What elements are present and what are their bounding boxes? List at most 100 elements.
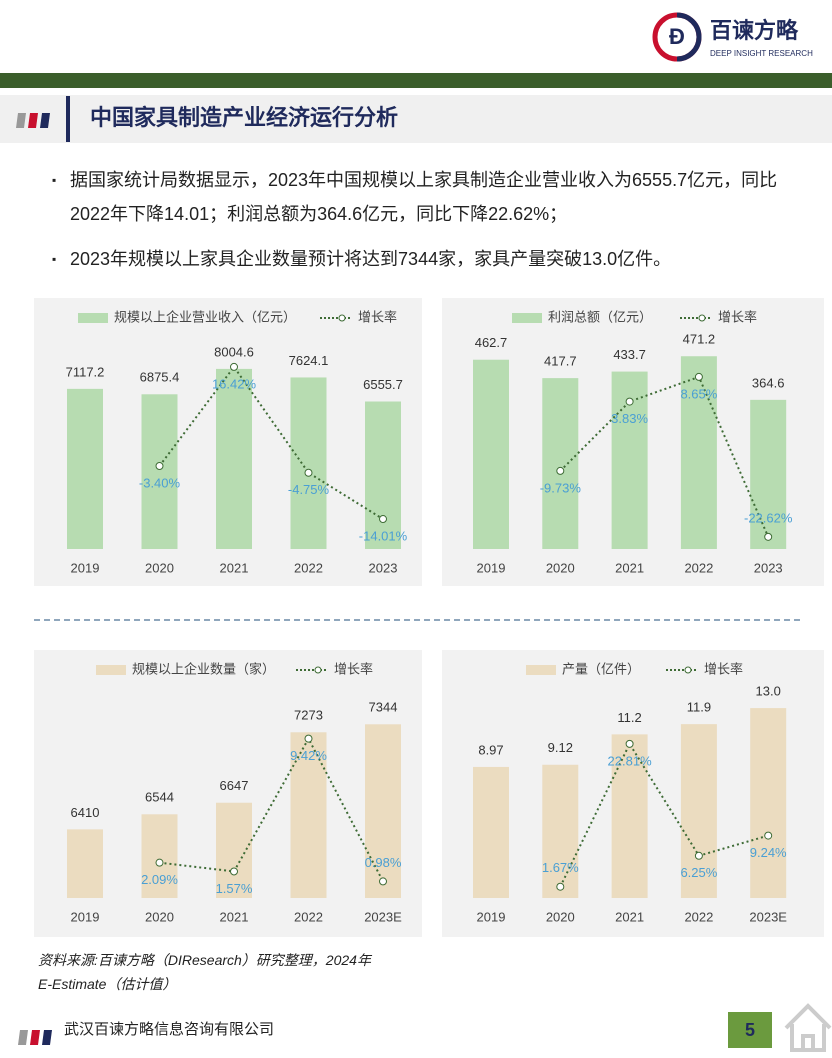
bar-value-label: 6647 — [220, 778, 249, 793]
bar — [365, 401, 401, 549]
title-divider — [66, 96, 70, 142]
x-tick-label: 2022 — [294, 560, 323, 575]
growth-marker — [379, 877, 387, 886]
growth-marker — [230, 867, 238, 876]
brand: 百谏方略 — [710, 18, 799, 43]
legend-swatch — [96, 665, 126, 675]
growth-label: 16.42% — [212, 376, 257, 391]
legend-marker — [314, 666, 322, 674]
legend-marker — [338, 314, 346, 322]
growth-label: 22.81% — [608, 753, 653, 768]
growth-line — [559, 741, 769, 888]
growth-marker — [625, 739, 634, 748]
home-icon[interactable] — [784, 1003, 832, 1052]
legend-swatch — [526, 665, 556, 675]
logo-ring-right — [676, 12, 702, 62]
title-band — [0, 95, 832, 143]
bar-value-label: 7624.1 — [289, 353, 329, 368]
bar — [680, 356, 717, 549]
bar-value-label: 433.7 — [613, 347, 646, 362]
bar — [67, 829, 103, 898]
bar-value-label: 6875.4 — [140, 370, 180, 385]
growth-marker — [155, 462, 164, 470]
bar — [290, 377, 327, 549]
x-tick-label: 2019 — [477, 560, 506, 575]
x-tick-label: 2021 — [615, 909, 644, 924]
x-tick-label: 2020 — [145, 560, 174, 575]
growth-label: 1.57% — [216, 881, 253, 896]
growth-marker — [556, 882, 565, 891]
bar — [141, 814, 178, 898]
section-title: 中国家具制造产业经济运行分析 — [90, 105, 398, 130]
x-tick-label: 2022 — [684, 560, 713, 575]
bar — [216, 802, 252, 898]
source-line: E-Estimate（估计值） — [38, 976, 177, 992]
x-tick-label: 2023 — [754, 560, 783, 575]
bar — [750, 399, 787, 549]
legend-label: 规模以上企业数量（家） — [132, 661, 275, 676]
logo-letter: Ð — [669, 24, 685, 49]
brand-sub: DEEP INSIGHT RESEARCH — [710, 49, 813, 58]
growth-label: -22.62% — [744, 510, 793, 525]
source-line: 资料来源:百谏方略（DIResearch）研究整理，2024年 — [38, 952, 371, 968]
growth-label: 6.25% — [680, 865, 717, 880]
bar-value-label: 471.2 — [683, 332, 716, 347]
x-tick-label: 2019 — [71, 560, 100, 575]
x-tick-label: 2023 — [369, 560, 398, 575]
bar-value-label: 11.9 — [687, 700, 711, 715]
growth-line — [159, 736, 384, 882]
legend-swatch — [78, 313, 108, 323]
x-tick-label: 2022 — [684, 909, 713, 924]
bar — [542, 764, 579, 898]
growth-marker — [230, 362, 238, 371]
stripe — [18, 1030, 28, 1045]
growth-label: 3.83% — [611, 411, 648, 426]
legend-label: 规模以上企业营业收入（亿元） — [114, 309, 296, 324]
growth-marker — [694, 372, 703, 381]
bar-value-label: 6410 — [71, 805, 100, 820]
growth-label: -3.40% — [139, 475, 181, 490]
growth-marker — [155, 858, 164, 867]
bar-value-label: 364.6 — [752, 375, 785, 390]
x-tick-label: 2020 — [546, 909, 575, 924]
growth-label: 1.67% — [542, 860, 579, 875]
bar-value-label: 13.0 — [756, 684, 781, 699]
source: 资料来源:百谏方略（DIResearch）研究整理，2024年 E-Estima… — [38, 948, 371, 996]
bar-value-label: 7117.2 — [66, 364, 105, 379]
growth-marker — [625, 397, 634, 406]
growth-marker — [304, 468, 313, 477]
growth-label: 9.42% — [290, 748, 327, 763]
bar-value-label: 417.7 — [544, 354, 577, 369]
bar — [141, 394, 178, 549]
bar-value-label: 8004.6 — [214, 344, 254, 359]
bullet: 据国家统计局数据显示，2023年中国规模以上家具制造企业营业收入为6555.7亿… — [52, 163, 815, 231]
bar — [542, 378, 579, 549]
growth-label: 2.09% — [141, 872, 178, 887]
stripe — [42, 1030, 52, 1045]
bar-value-label: 11.2 — [617, 710, 641, 725]
stripe — [16, 113, 26, 128]
growth-label: -9.73% — [540, 480, 582, 495]
bar — [473, 359, 509, 549]
bar — [67, 388, 103, 549]
growth-label: 0.98% — [365, 855, 402, 870]
x-tick-label: 2019 — [477, 909, 506, 924]
legend-swatch — [512, 313, 542, 323]
bar-value-label: 462.7 — [475, 335, 508, 350]
legend-marker — [684, 666, 692, 674]
legend-label: 利润总额（亿元） — [548, 309, 652, 324]
bar — [365, 724, 401, 898]
legend-label: 增长率 — [704, 661, 743, 676]
x-tick-label: 2023E — [749, 909, 787, 924]
bullet: 2023年规模以上家具企业数量预计将达到7344家，家具产量突破13.0亿件。 — [52, 242, 815, 276]
bar — [473, 766, 509, 898]
bar-value-label: 6555.7 — [363, 377, 403, 392]
page-box — [728, 1012, 772, 1048]
page-number: 5 — [745, 1020, 755, 1040]
bar-value-label: 8.97 — [478, 742, 503, 757]
x-tick-label: 2021 — [220, 560, 249, 575]
footer-company: 武汉百谏方略信息咨询有限公司 — [64, 1021, 274, 1038]
x-tick-label: 2021 — [220, 909, 249, 924]
